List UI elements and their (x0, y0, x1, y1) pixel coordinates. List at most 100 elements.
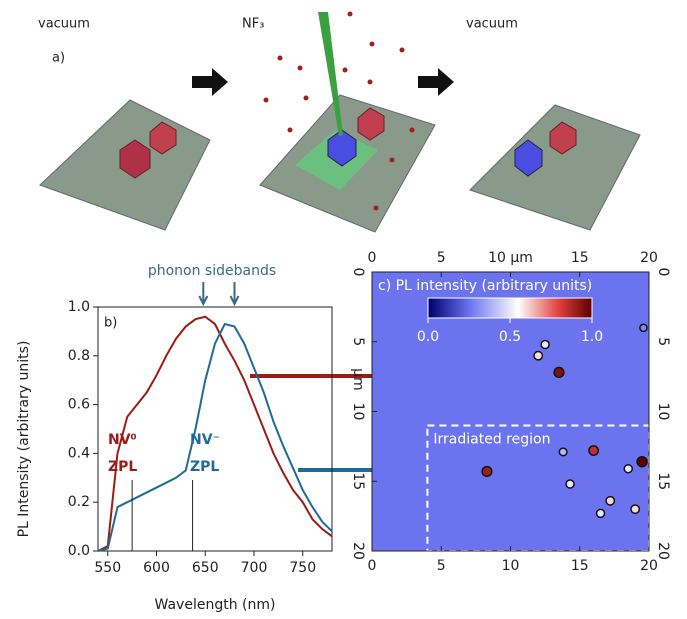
panel-label: b) (104, 316, 117, 331)
spot (606, 497, 614, 505)
y2-tick-label: 15 (655, 472, 671, 490)
surface (470, 105, 640, 230)
colorbar-tick-label: 0.0 (417, 329, 439, 345)
colorbar-cell (516, 298, 518, 318)
spot (637, 457, 647, 467)
y-tick-label: 0.0 (68, 543, 90, 559)
colorbar-cell (508, 298, 510, 318)
colorbar-cell (558, 298, 560, 318)
y-tick-label: 0.2 (68, 494, 90, 510)
colorbar-cell (526, 298, 528, 318)
colorbar-cell (472, 298, 474, 318)
annotation: NV⁻ (190, 432, 220, 448)
colorbar-cell (434, 298, 436, 318)
colorbar-cell (454, 298, 456, 318)
colorbar-cell (436, 298, 438, 318)
spot (541, 341, 549, 349)
colorbar-cell (488, 298, 490, 318)
spot (559, 448, 567, 456)
x-tick-label: 750 (289, 560, 316, 576)
colorbar-cell (450, 298, 452, 318)
colorbar-cell (478, 298, 480, 318)
colorbar-cell (540, 298, 542, 318)
colorbar-cell (448, 298, 450, 318)
x-tick-label: 15 (571, 558, 589, 574)
spot (589, 446, 598, 455)
colorbar-cell (524, 298, 526, 318)
arrow (192, 68, 228, 96)
annotation: NV⁰ (108, 432, 137, 448)
colorbar-cell (556, 298, 558, 318)
spot (597, 509, 605, 517)
region-label: Irradiated region (433, 431, 550, 447)
colorbar-cell (498, 298, 500, 318)
colorbar-cell (494, 298, 496, 318)
spot (631, 505, 639, 513)
annotation: ZPL (190, 459, 219, 475)
colorbar-cell (578, 298, 580, 318)
x-tick-label: 550 (94, 560, 121, 576)
y-tick-label: 15 (350, 472, 366, 490)
x-tick-label: 20 (640, 558, 658, 574)
x-tick-label: 700 (241, 560, 268, 576)
colorbar-cell (470, 298, 472, 318)
colorbar-cell (444, 298, 446, 318)
colorbar-cell (430, 298, 432, 318)
colorbar-cell (564, 298, 566, 318)
colorbar-cell (538, 298, 540, 318)
colorbar-cell (496, 298, 498, 318)
colorbar-cell (544, 298, 546, 318)
colorbar-cell (562, 298, 564, 318)
colorbar-cell (584, 298, 586, 318)
colorbar-cell (476, 298, 478, 318)
colorbar-cell (490, 298, 492, 318)
colorbar-cell (568, 298, 570, 318)
colorbar-cell (492, 298, 494, 318)
x-tick-label: 10 (502, 558, 520, 574)
x2-tick-label: 5 (437, 250, 446, 266)
x2-tick-label: 20 (640, 250, 658, 266)
colorbar-cell (514, 298, 516, 318)
annotation: phonon sidebands (148, 263, 276, 279)
colorbar-cell (484, 298, 486, 318)
colorbar-cell (528, 298, 530, 318)
y2-tick-label: 5 (655, 337, 671, 346)
colorbar-cell (432, 298, 434, 318)
chart-title: c) PL intensity (arbitrary units) (378, 278, 592, 294)
colorbar-cell (522, 298, 524, 318)
colorbar-cell (510, 298, 512, 318)
x-tick-label: 0 (368, 558, 377, 574)
spot (482, 467, 492, 477)
spot (534, 352, 542, 360)
colorbar-cell (520, 298, 522, 318)
y-tick-label: 0.6 (68, 397, 90, 413)
sideband-arrow (199, 282, 207, 304)
y-tick-label: 0.8 (68, 348, 90, 364)
y-axis-label: PL Intensity (arbitrary units) (16, 341, 32, 538)
arrow (418, 68, 454, 96)
colorbar-cell (452, 298, 454, 318)
colorbar-cell (554, 298, 556, 318)
panel-label: a) (52, 51, 65, 66)
sideband-arrow (231, 282, 239, 304)
colorbar-cell (464, 298, 466, 318)
colorbar-cell (552, 298, 554, 318)
colorbar-cell (580, 298, 582, 318)
colorbar-cell (518, 298, 520, 318)
colorbar-cell (582, 298, 584, 318)
colorbar-cell (460, 298, 462, 318)
spot (554, 368, 564, 378)
spot (640, 324, 647, 331)
colorbar-cell (542, 298, 544, 318)
colorbar-cell (534, 298, 536, 318)
colorbar-cell (536, 298, 538, 318)
annotation: ZPL (108, 459, 137, 475)
y-tick-label: 10 (350, 403, 366, 421)
colorbar-cell (502, 298, 504, 318)
y-tick-label: 0.4 (68, 445, 90, 461)
colorbar-cell (572, 298, 574, 318)
colorbar-cell (586, 298, 588, 318)
colorbar-cell (530, 298, 532, 318)
colorbar-cell (566, 298, 568, 318)
x-axis-label: Wavelength (nm) (155, 597, 276, 613)
